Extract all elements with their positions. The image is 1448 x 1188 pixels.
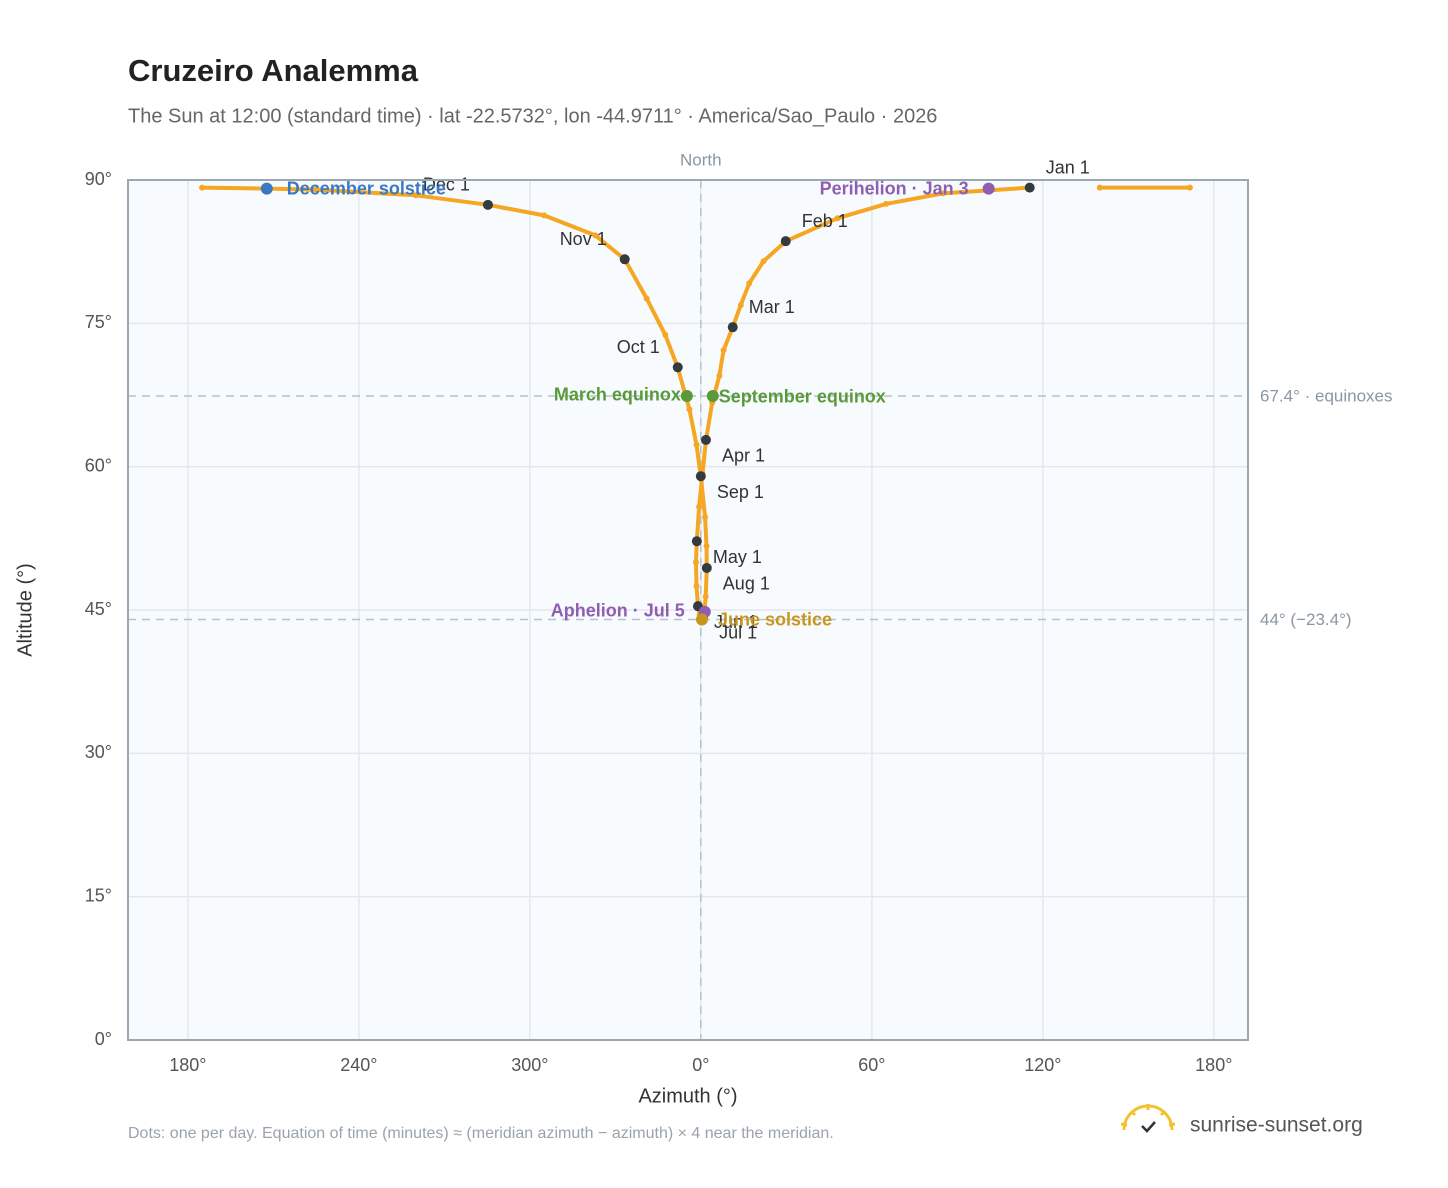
day-dot (592, 232, 599, 239)
month-label: Sep 1 (717, 482, 764, 502)
y-tick-label: 60° (85, 455, 112, 475)
x-axis-label: Azimuth (°) (638, 1085, 737, 1107)
day-dot (199, 184, 206, 191)
month-label: Oct 1 (617, 337, 660, 357)
event-label: Aphelion · Jul 5 (551, 601, 685, 621)
event-label: December solstice (287, 178, 446, 198)
x-tick-label: 300° (511, 1055, 548, 1075)
chart-subtitle: The Sun at 12:00 (standard time) · lat -… (128, 105, 937, 127)
event-label: March equinox (554, 385, 681, 405)
event-label: June solstice (718, 609, 832, 629)
day-dot (737, 302, 744, 309)
day-dot (760, 258, 767, 265)
month-label: Jun 1 (714, 612, 758, 632)
month-label: Aug 1 (723, 574, 770, 594)
meridian-label: North (680, 150, 722, 169)
month-marker (695, 471, 706, 482)
day-dot (412, 192, 419, 199)
event-label: Perihelion · Jan 3 (820, 178, 969, 198)
event-marker (982, 182, 995, 195)
day-dot (313, 186, 320, 193)
month-marker (727, 322, 738, 333)
month-marker (780, 236, 791, 247)
brand-name: sunrise-sunset.org (1190, 1114, 1363, 1137)
day-dot (720, 347, 727, 354)
day-dot (686, 406, 693, 413)
x-tick-label: 60° (858, 1055, 885, 1075)
day-dot (693, 441, 700, 448)
y-axis-label: Altitude (°) (14, 563, 36, 657)
day-dot (702, 514, 709, 521)
day-dot (834, 215, 841, 222)
y-tick-label: 0° (95, 1029, 112, 1049)
event-marker (706, 389, 719, 402)
month-label: May 1 (713, 547, 762, 567)
x-tick-label: 180° (169, 1055, 206, 1075)
month-label: Jan 1 (1046, 157, 1090, 177)
month-label: Feb 1 (802, 211, 848, 231)
month-marker (482, 199, 493, 210)
day-dot (662, 331, 669, 338)
month-label: Apr 1 (722, 446, 765, 466)
month-label: Jul 1 (719, 622, 757, 642)
reference-label: 44° (−23.4°) (1260, 610, 1352, 629)
day-dot (716, 372, 723, 379)
x-tick-label: 120° (1024, 1055, 1061, 1075)
month-label: Nov 1 (560, 229, 607, 249)
event-marker (260, 182, 273, 195)
day-dot (692, 559, 699, 566)
x-tick-label: 240° (340, 1055, 377, 1075)
day-dot (703, 542, 710, 549)
y-tick-label: 90° (85, 169, 112, 189)
day-dot (696, 503, 703, 510)
y-tick-label: 30° (85, 742, 112, 762)
event-marker (680, 389, 693, 402)
month-marker (701, 562, 712, 573)
y-tick-label: 45° (85, 599, 112, 619)
x-tick-label: 0° (692, 1055, 709, 1075)
day-dot (1096, 184, 1103, 191)
x-tick-label: 180° (1195, 1055, 1232, 1075)
day-dot (702, 593, 709, 600)
day-dot (883, 200, 890, 207)
day-dot (940, 190, 947, 197)
month-marker (619, 254, 630, 265)
day-dot (1186, 184, 1193, 191)
brand-logo (1120, 1104, 1176, 1133)
reference-label: 67.4° · equinoxes (1260, 386, 1393, 405)
y-tick-label: 75° (85, 312, 112, 332)
event-label: September equinox (719, 387, 886, 407)
footnote: Dots: one per day. Equation of time (min… (128, 1125, 834, 1142)
month-marker (1024, 182, 1035, 193)
month-marker (700, 434, 711, 445)
month-marker (691, 536, 702, 547)
month-label: Mar 1 (749, 297, 795, 317)
y-tick-label: 15° (85, 885, 112, 905)
day-dot (643, 295, 650, 302)
day-dot (541, 212, 548, 219)
day-dot (693, 583, 700, 590)
month-marker (672, 362, 683, 373)
chart-title: Cruzeiro Analemma (128, 53, 419, 88)
day-dot (746, 280, 753, 287)
event-marker (695, 613, 708, 626)
plot-border (127, 179, 1249, 1041)
